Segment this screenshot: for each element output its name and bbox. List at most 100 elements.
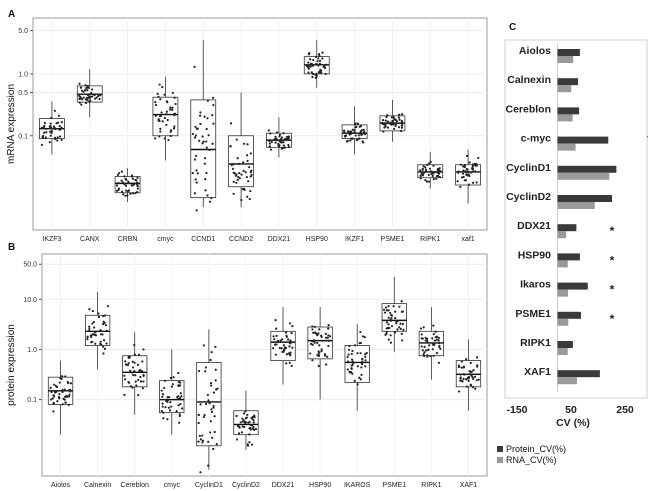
data-point bbox=[82, 96, 85, 99]
data-point bbox=[93, 94, 96, 97]
data-point bbox=[161, 395, 164, 398]
data-point bbox=[161, 393, 165, 396]
data-point bbox=[124, 378, 127, 381]
data-point bbox=[135, 191, 139, 194]
data-point bbox=[386, 126, 390, 129]
data-point bbox=[424, 168, 428, 171]
data-point bbox=[126, 363, 130, 367]
x-category-label: Aiolos bbox=[51, 482, 71, 489]
data-point bbox=[50, 132, 53, 135]
data-point bbox=[133, 343, 136, 347]
data-point bbox=[206, 194, 209, 197]
data-point bbox=[244, 417, 247, 420]
data-point bbox=[321, 339, 324, 342]
data-point bbox=[288, 322, 292, 325]
data-point bbox=[319, 334, 323, 337]
data-point bbox=[158, 135, 161, 138]
data-point bbox=[462, 169, 465, 172]
data-point bbox=[309, 342, 313, 345]
data-point bbox=[43, 124, 46, 128]
data-point bbox=[423, 345, 426, 348]
data-point bbox=[205, 127, 208, 131]
data-point bbox=[212, 122, 215, 125]
data-point bbox=[49, 130, 52, 133]
data-point bbox=[477, 378, 480, 381]
rna-cv-bar bbox=[557, 318, 569, 326]
data-point bbox=[61, 403, 64, 406]
data-point bbox=[141, 387, 144, 390]
data-point bbox=[358, 342, 361, 345]
data-point bbox=[426, 355, 429, 358]
data-point bbox=[160, 111, 163, 114]
data-point bbox=[181, 407, 184, 410]
data-point bbox=[475, 181, 478, 184]
data-point bbox=[308, 52, 311, 55]
data-point bbox=[139, 369, 142, 372]
data-point bbox=[244, 171, 247, 174]
data-point bbox=[398, 326, 401, 329]
data-point bbox=[103, 347, 107, 350]
data-point bbox=[459, 377, 462, 380]
data-point bbox=[387, 323, 390, 326]
data-point bbox=[277, 145, 280, 148]
data-point bbox=[471, 166, 474, 169]
data-point bbox=[56, 136, 59, 139]
data-point bbox=[356, 365, 359, 368]
data-point bbox=[275, 334, 278, 337]
data-point bbox=[121, 181, 124, 184]
panel-c-letter: C bbox=[509, 22, 516, 33]
data-point bbox=[275, 327, 278, 330]
data-point bbox=[86, 84, 90, 88]
protein-cv-bar bbox=[557, 341, 573, 348]
x-category-label: RIPK1 bbox=[421, 482, 441, 489]
data-point bbox=[211, 114, 214, 117]
data-point bbox=[161, 405, 164, 408]
data-point bbox=[317, 350, 320, 353]
protein-cv-bar bbox=[557, 136, 609, 144]
y-tick-label: 50.0 bbox=[23, 262, 37, 269]
data-point bbox=[178, 384, 182, 387]
data-point bbox=[392, 123, 395, 126]
data-point bbox=[289, 353, 292, 356]
data-point bbox=[468, 369, 471, 373]
data-point bbox=[353, 344, 357, 347]
data-point bbox=[317, 64, 320, 67]
data-point bbox=[195, 209, 198, 212]
data-point bbox=[194, 154, 198, 158]
y-tick-label: 0.1 bbox=[18, 133, 28, 140]
data-point bbox=[419, 169, 422, 172]
x-category-label: HSP90 bbox=[306, 236, 328, 243]
data-point bbox=[203, 414, 206, 417]
data-point bbox=[313, 325, 316, 328]
data-point bbox=[317, 354, 321, 357]
data-point bbox=[236, 178, 239, 181]
data-point bbox=[439, 347, 442, 351]
significance-star: * bbox=[610, 224, 615, 238]
x-category-label: CyclinD1 bbox=[195, 482, 223, 489]
data-point bbox=[90, 335, 93, 339]
data-point bbox=[141, 370, 144, 373]
data-point bbox=[287, 143, 290, 147]
data-point bbox=[199, 471, 202, 474]
data-point bbox=[178, 413, 181, 416]
data-point bbox=[401, 310, 404, 313]
data-point bbox=[432, 354, 435, 357]
data-point bbox=[358, 137, 361, 140]
data-point bbox=[396, 320, 399, 323]
data-point bbox=[197, 369, 201, 373]
data-point bbox=[345, 140, 348, 143]
data-point bbox=[61, 390, 64, 394]
protein-cv-bar bbox=[557, 370, 600, 378]
data-point bbox=[136, 176, 139, 179]
data-point bbox=[178, 421, 181, 424]
data-point bbox=[124, 194, 127, 197]
data-point bbox=[285, 135, 288, 138]
data-point bbox=[269, 148, 273, 151]
data-point bbox=[274, 319, 277, 322]
data-point bbox=[470, 384, 473, 387]
x-category-label: CyclinD2 bbox=[232, 482, 260, 489]
data-point bbox=[214, 379, 217, 382]
data-point bbox=[163, 386, 166, 390]
data-point bbox=[69, 390, 72, 393]
data-point bbox=[49, 386, 52, 389]
